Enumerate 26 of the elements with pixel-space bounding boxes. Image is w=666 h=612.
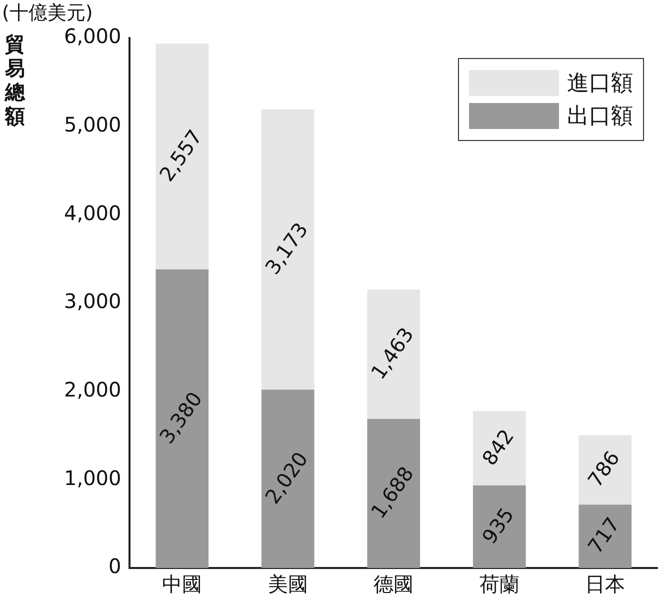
y-tick-label: 3,000 bbox=[64, 289, 122, 314]
legend-label: 出口額 bbox=[567, 103, 633, 131]
y-tick-label: 1,000 bbox=[64, 466, 122, 490]
y-tick-label: 5,000 bbox=[64, 112, 122, 137]
y-tick-label: 4,000 bbox=[64, 200, 122, 225]
bar bbox=[261, 109, 314, 390]
x-tick-label: 荷蘭 bbox=[479, 572, 520, 596]
y-tick-label: 2,000 bbox=[64, 378, 122, 402]
y-axis-title: 貿易總額 bbox=[4, 32, 26, 128]
text: (十億美元) bbox=[2, 1, 93, 26]
x-tick-label: 日本 bbox=[585, 572, 626, 596]
bar bbox=[472, 485, 526, 568]
x-tick-label: 德國 bbox=[374, 572, 414, 596]
bar bbox=[472, 411, 526, 486]
x-tick-label: 美國 bbox=[268, 572, 308, 596]
bar bbox=[367, 290, 420, 419]
bar bbox=[578, 435, 632, 505]
y-tick-label: 6,000 bbox=[64, 24, 122, 48]
bar bbox=[578, 504, 632, 568]
y-tick-label: 0 bbox=[108, 554, 122, 578]
bar bbox=[156, 44, 209, 270]
legend-label: 進口額 bbox=[567, 70, 633, 98]
bar bbox=[261, 390, 314, 568]
bar bbox=[156, 269, 209, 568]
x-tick-label: 中國 bbox=[162, 572, 202, 596]
bar bbox=[367, 418, 420, 568]
